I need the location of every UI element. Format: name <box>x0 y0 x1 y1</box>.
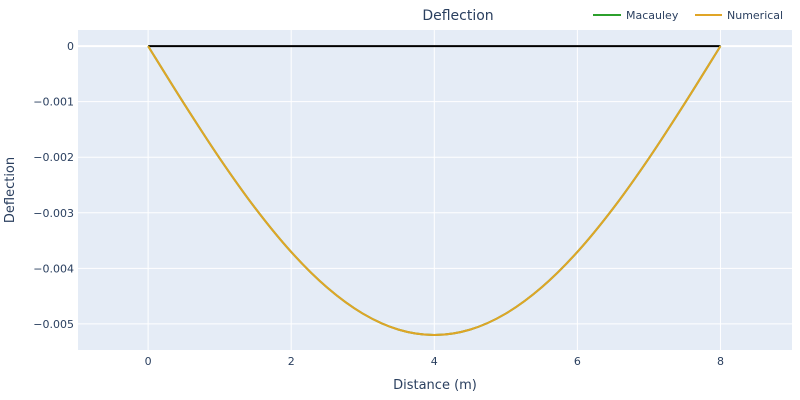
y-tick-label: −0.004 <box>33 262 74 275</box>
y-tick-label: 0 <box>67 40 74 53</box>
legend-label-macauley: Macauley <box>626 9 679 22</box>
y-axis-title: Deflection <box>3 157 18 223</box>
y-tick-label: −0.005 <box>33 318 74 331</box>
x-tick-label: 6 <box>574 355 581 368</box>
legend: Macauley Numerical <box>593 9 783 22</box>
x-tick-label: 0 <box>145 355 152 368</box>
y-tick-label: −0.003 <box>33 207 74 220</box>
x-tick-label: 8 <box>717 355 724 368</box>
x-tick-label: 2 <box>288 355 295 368</box>
y-axis-ticks: 0 −0.001 −0.002 −0.003 −0.004 −0.005 <box>33 40 74 331</box>
plot-area <box>78 30 792 350</box>
trace-numerical <box>147 45 722 336</box>
x-axis-title: Distance (m) <box>393 378 477 393</box>
legend-item-macauley[interactable]: Macauley <box>593 9 679 22</box>
y-tick-label: −0.001 <box>33 96 74 109</box>
x-tick-label: 4 <box>431 355 438 368</box>
legend-item-numerical[interactable]: Numerical <box>695 9 783 22</box>
x-axis-ticks: 0 2 4 6 8 <box>145 355 724 368</box>
y-tick-label: −0.002 <box>33 151 74 164</box>
chart-title: Deflection <box>422 8 493 24</box>
traces <box>147 45 722 336</box>
legend-label-numerical: Numerical <box>727 9 783 22</box>
